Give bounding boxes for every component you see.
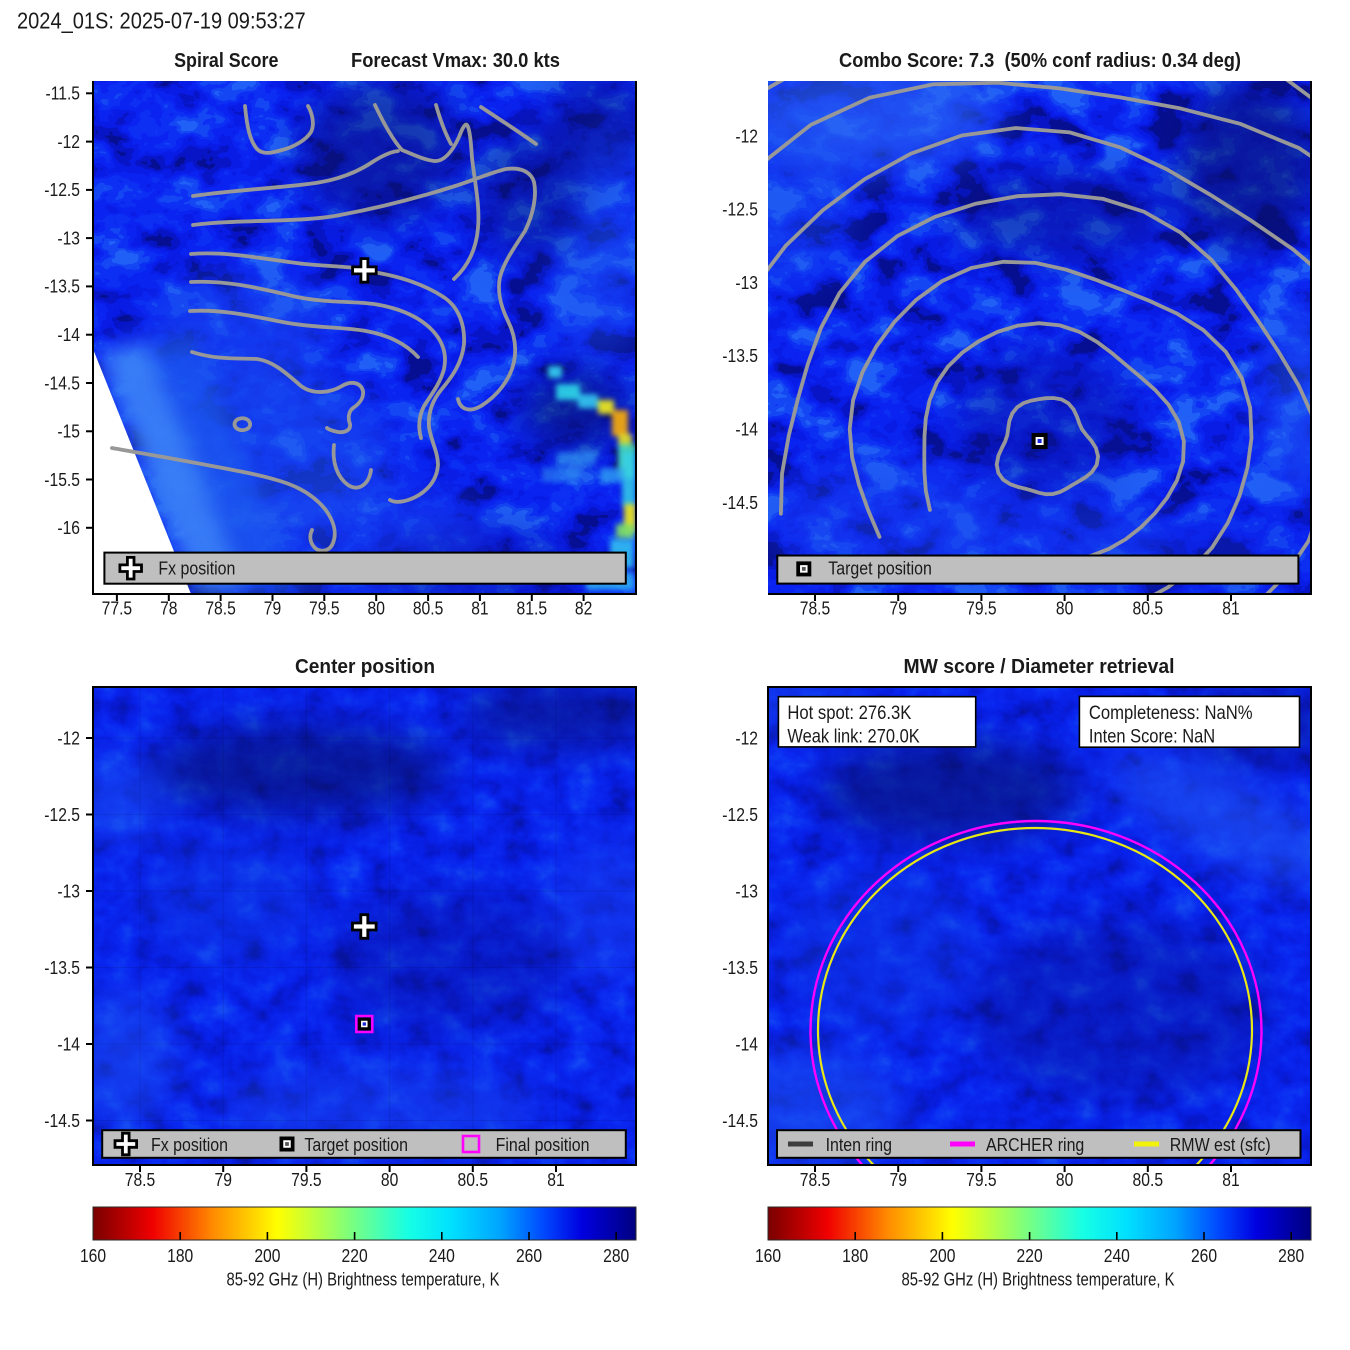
svg-text:Forecast Vmax: 30.0 kts: Forecast Vmax: 30.0 kts (351, 49, 560, 72)
svg-text:180: 180 (167, 1246, 193, 1266)
svg-text:Target position: Target position (304, 1135, 408, 1155)
svg-text:160: 160 (755, 1246, 781, 1266)
svg-text:Inten ring: Inten ring (826, 1135, 892, 1155)
svg-text:MW score / Diameter retrieval: MW score / Diameter retrieval (904, 655, 1175, 678)
svg-text:-12: -12 (735, 728, 758, 748)
svg-text:-13.5: -13.5 (722, 958, 758, 978)
svg-text:80: 80 (381, 1170, 398, 1190)
svg-text:80: 80 (1056, 1170, 1073, 1190)
svg-text:80: 80 (1056, 599, 1073, 619)
svg-text:220: 220 (342, 1246, 368, 1266)
svg-text:260: 260 (1191, 1246, 1217, 1266)
svg-text:RMW est (sfc): RMW est (sfc) (1170, 1135, 1271, 1155)
svg-text:79.5: 79.5 (966, 599, 997, 619)
svg-text:85-92 GHz (H) Brightness tempe: 85-92 GHz (H) Brightness temperature, K (902, 1270, 1175, 1290)
svg-text:260: 260 (516, 1246, 542, 1266)
svg-text:80.5: 80.5 (413, 599, 444, 619)
svg-text:280: 280 (603, 1246, 629, 1266)
svg-text:-14: -14 (57, 325, 80, 345)
svg-text:78.5: 78.5 (125, 1170, 156, 1190)
svg-text:81: 81 (547, 1170, 564, 1190)
svg-text:Fx position: Fx position (158, 558, 235, 578)
svg-text:-12: -12 (735, 126, 758, 146)
svg-text:-13.5: -13.5 (722, 346, 758, 366)
svg-text:-14: -14 (735, 1034, 758, 1054)
svg-text:Weak link: 270.0K: Weak link: 270.0K (787, 727, 919, 748)
svg-text:80.5: 80.5 (1133, 599, 1164, 619)
svg-text:-13: -13 (57, 881, 80, 901)
svg-text:-13: -13 (57, 228, 80, 248)
svg-text:-15.5: -15.5 (44, 470, 80, 490)
svg-text:-12.5: -12.5 (722, 805, 758, 825)
svg-text:81: 81 (1222, 599, 1239, 619)
svg-text:81.5: 81.5 (517, 599, 548, 619)
svg-text:79: 79 (264, 599, 281, 619)
svg-text:Completeness: NaN%: Completeness: NaN% (1089, 703, 1253, 724)
svg-text:-16: -16 (57, 518, 80, 538)
svg-text:77.5: 77.5 (102, 599, 133, 619)
svg-text:-12: -12 (57, 728, 80, 748)
svg-text:Spiral Score: Spiral Score (174, 49, 278, 72)
svg-text:-14: -14 (735, 420, 758, 440)
svg-text:79.5: 79.5 (966, 1170, 997, 1190)
svg-text:160: 160 (80, 1246, 106, 1266)
svg-text:-12: -12 (57, 132, 80, 152)
svg-text:80.5: 80.5 (1133, 1170, 1164, 1190)
svg-text:78.5: 78.5 (205, 599, 236, 619)
svg-text:-15: -15 (57, 422, 80, 442)
svg-text:2024_01S: 2025-07-19 09:53:27: 2024_01S: 2025-07-19 09:53:27 (17, 8, 306, 34)
svg-text:79.5: 79.5 (309, 599, 340, 619)
svg-text:180: 180 (842, 1246, 868, 1266)
svg-text:Target position: Target position (828, 558, 932, 578)
svg-text:-11.5: -11.5 (46, 84, 81, 104)
svg-text:79: 79 (890, 599, 907, 619)
svg-text:-12.5: -12.5 (722, 200, 758, 220)
svg-text:-13: -13 (735, 881, 758, 901)
svg-text:81: 81 (471, 599, 488, 619)
svg-text:ARCHER ring: ARCHER ring (986, 1135, 1084, 1155)
svg-text:-14.5: -14.5 (44, 373, 80, 393)
svg-text:-13: -13 (735, 273, 758, 293)
svg-text:78.5: 78.5 (800, 1170, 831, 1190)
svg-text:220: 220 (1017, 1246, 1043, 1266)
svg-text:-14: -14 (57, 1034, 80, 1054)
svg-text:80.5: 80.5 (458, 1170, 489, 1190)
svg-text:200: 200 (254, 1246, 280, 1266)
svg-text:79.5: 79.5 (291, 1170, 322, 1190)
svg-text:Combo Score: 7.3 (50% conf ra: Combo Score: 7.3 (50% conf radius: 0.34 … (839, 49, 1241, 72)
svg-text:200: 200 (929, 1246, 955, 1266)
svg-text:-14.5: -14.5 (722, 493, 758, 513)
svg-text:240: 240 (1104, 1246, 1130, 1266)
svg-text:82: 82 (575, 599, 592, 619)
svg-text:79: 79 (215, 1170, 232, 1190)
svg-text:Fx position: Fx position (151, 1135, 228, 1155)
svg-text:-12.5: -12.5 (44, 180, 80, 200)
svg-text:Final position: Final position (496, 1135, 590, 1155)
svg-text:81: 81 (1222, 1170, 1239, 1190)
svg-text:-13.5: -13.5 (44, 958, 80, 978)
svg-text:280: 280 (1278, 1246, 1304, 1266)
svg-text:78.5: 78.5 (800, 599, 831, 619)
svg-text:78: 78 (160, 599, 177, 619)
svg-text:-14.5: -14.5 (722, 1111, 758, 1131)
svg-text:-12.5: -12.5 (44, 805, 80, 825)
svg-text:-13.5: -13.5 (44, 277, 80, 297)
svg-text:85-92 GHz (H) Brightness tempe: 85-92 GHz (H) Brightness temperature, K (227, 1270, 500, 1290)
svg-text:Hot spot: 276.3K: Hot spot: 276.3K (787, 703, 911, 724)
svg-text:Center position: Center position (295, 655, 435, 678)
svg-text:80: 80 (368, 599, 385, 619)
svg-text:240: 240 (429, 1246, 455, 1266)
svg-text:Inten Score: NaN: Inten Score: NaN (1089, 727, 1215, 748)
svg-text:-14.5: -14.5 (44, 1111, 80, 1131)
svg-text:79: 79 (890, 1170, 907, 1190)
